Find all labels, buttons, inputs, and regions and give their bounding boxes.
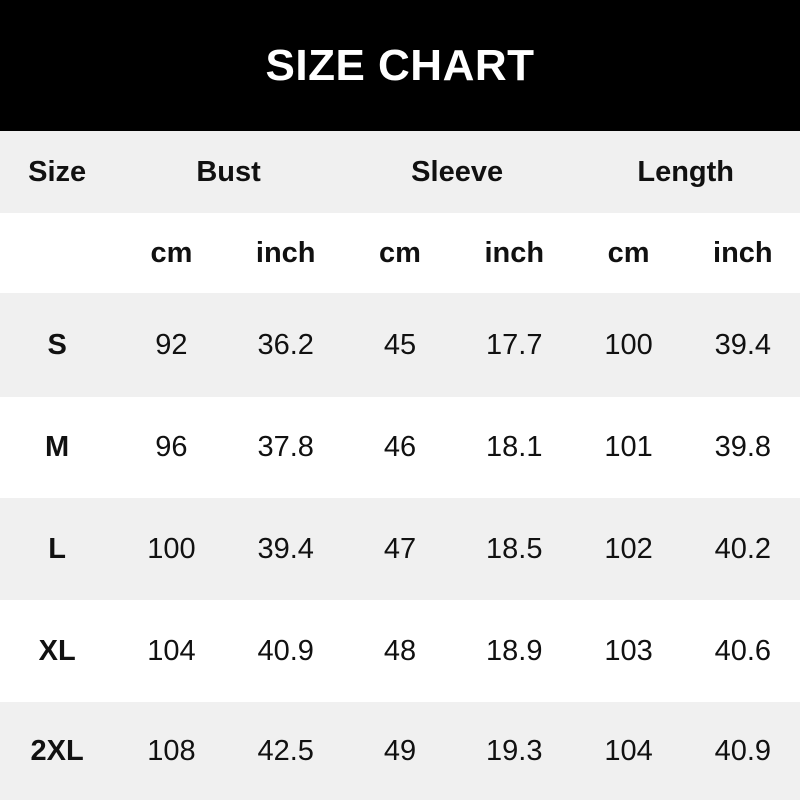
- measurement-cell: 96: [155, 431, 188, 463]
- measurement-cell: 102: [604, 532, 653, 565]
- measurement-cell: 45: [383, 328, 417, 361]
- table-row: M 96 37.8 46 18.1 101 39.8: [0, 397, 800, 498]
- table-row: S 92 36.2 45 17.7 100 39.4: [0, 293, 800, 397]
- measurement-cell: 104: [604, 734, 653, 767]
- measurement-cell: 40.2: [714, 532, 772, 565]
- measurement-cell: 36.2: [257, 328, 314, 361]
- measurement-cell: 37.8: [257, 431, 314, 463]
- measurement-cell: 19.3: [486, 734, 543, 767]
- unit-header: inch: [713, 236, 773, 269]
- table-row: L 100 39.4 47 18.5 102 40.2: [0, 498, 800, 600]
- measurement-cell: 40.6: [714, 634, 772, 667]
- size-label: S: [47, 328, 67, 361]
- measurement-cell: 92: [155, 328, 188, 361]
- measurement-cell: 42.5: [257, 734, 314, 767]
- measurement-cell: 100: [147, 532, 196, 565]
- measurement-cell: 39.4: [257, 532, 314, 565]
- table-row: XL 104 40.9 48 18.9 103 40.6: [0, 600, 800, 702]
- measurement-cell: 48: [383, 634, 417, 667]
- measurement-cell: 46: [383, 431, 417, 463]
- page-title: SIZE CHART: [265, 40, 535, 90]
- size-label: 2XL: [30, 734, 84, 767]
- table-row: 2XL 108 42.5 49 19.3 104 40.9: [0, 702, 800, 800]
- measurement-cell: 40.9: [257, 634, 314, 667]
- size-label: L: [48, 532, 66, 565]
- measurement-cell: 39.8: [714, 431, 772, 463]
- sleeve-header: Sleeve: [411, 155, 504, 188]
- unit-header: cm: [379, 236, 421, 269]
- unit-header: cm: [150, 236, 193, 269]
- unit-header-row: cm inch cm inch cm inch: [0, 213, 800, 293]
- size-label: XL: [38, 634, 76, 667]
- size-header: Size: [28, 155, 87, 188]
- size-label: M: [45, 431, 70, 463]
- measurement-cell: 39.4: [714, 328, 772, 361]
- measurement-cell: 17.7: [486, 328, 543, 361]
- measurement-cell: 104: [147, 634, 196, 667]
- measurement-cell: 18.1: [486, 431, 543, 463]
- unit-header: cm: [607, 236, 650, 269]
- measurement-cell: 18.9: [486, 634, 543, 667]
- unit-header: inch: [484, 236, 545, 269]
- measurement-cell: 40.9: [714, 734, 772, 767]
- bust-header: Bust: [196, 155, 261, 188]
- measurement-cell: 108: [147, 734, 196, 767]
- group-header-row: Size Bust Sleeve Length: [0, 131, 800, 213]
- measurement-cell: 18.5: [486, 532, 543, 565]
- title-bar: SIZE CHART: [0, 0, 800, 131]
- measurement-cell: 103: [604, 634, 653, 667]
- unit-header: inch: [255, 236, 316, 269]
- measurement-cell: 49: [383, 734, 417, 767]
- measurement-cell: 101: [604, 431, 653, 463]
- measurement-cell: 47: [383, 532, 417, 565]
- measurement-cell: 100: [604, 328, 653, 361]
- length-header: Length: [637, 155, 735, 188]
